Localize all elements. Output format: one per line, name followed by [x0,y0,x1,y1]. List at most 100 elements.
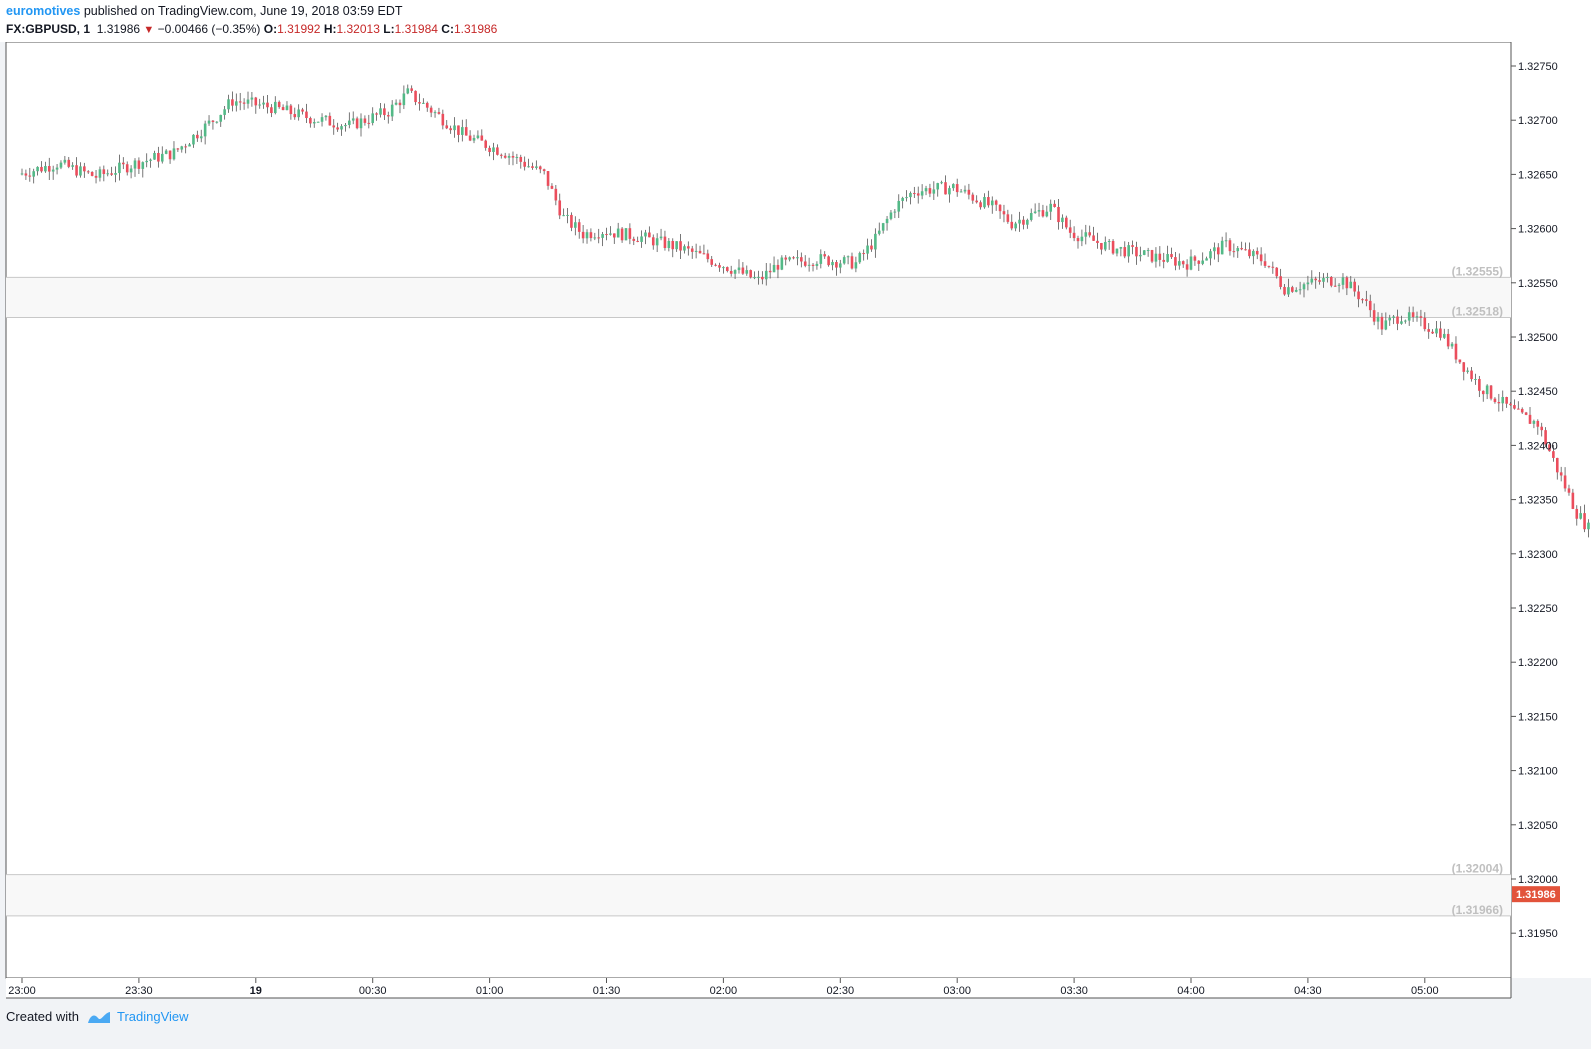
candle-up [1485,385,1489,395]
candle-down [437,112,441,114]
candle-down [955,184,959,193]
candle-up [390,104,394,117]
price-tick-label: 1.32700 [1518,115,1558,127]
candle-up [1306,282,1310,285]
candle-up [207,120,211,124]
zone-bottom-label: (1.32518) [1452,304,1503,318]
price-chart[interactable]: (1.32555) (1.32518) (1.32004) (1.31966) 1.3… [0,42,1591,1005]
time-tick-label: 02:30 [827,985,855,997]
candle-up [874,233,877,250]
candle-down [1559,472,1563,476]
candle-down [605,234,608,236]
candle-down [386,115,390,117]
candle-down [987,197,990,206]
candle-up [1435,328,1438,334]
candle-down [363,118,367,123]
candle-up [1532,420,1536,424]
candle-up [1587,522,1590,530]
high-value: 1.32013 [336,22,380,36]
candle-down [1174,257,1177,266]
candle-up [764,270,768,280]
time-tick-label: 23:00 [8,985,36,997]
candle-up [1154,253,1158,262]
candle-up [320,117,324,122]
price-axis[interactable] [1511,42,1591,978]
price-tick-label: 1.31950 [1518,928,1558,940]
candle-up [44,166,47,172]
candle-up [472,138,476,141]
candle-up [683,246,686,251]
plot-area[interactable] [5,42,1512,979]
candle-up [1127,245,1130,257]
candle-down [928,188,932,194]
candle-down [1135,246,1138,257]
candle-down [648,232,651,238]
price-tick-label: 1.32450 [1518,386,1558,398]
candle-up [753,277,756,279]
time-axis[interactable] [6,978,1511,998]
candle-down [1072,232,1076,239]
candle-down [94,175,98,178]
candle-down [1088,232,1091,236]
candle-down [1170,254,1173,258]
candle-down [1193,256,1197,261]
candle-down [398,102,402,106]
candle-down [1446,333,1450,347]
candle-up [846,256,850,258]
candle-up [1341,277,1345,285]
candle-down [1076,238,1080,242]
candle-up [920,191,924,196]
candle-down [1423,317,1427,330]
candle-up [258,104,261,106]
candle-up [1450,343,1454,347]
candle-up [1287,287,1290,295]
candle-up [145,160,148,163]
candle-up [461,127,464,135]
candle-down [281,107,285,111]
candle-up [114,173,117,175]
candle-down [464,127,468,136]
candle-up [963,189,967,192]
price-axis-labels: 1.32750 1.32700 1.32650 1.32600 1.32550 1.325… [1511,61,1558,940]
candle-up [780,257,784,270]
candle-down [242,102,246,104]
candle-down [651,237,655,246]
candle-down [687,246,690,249]
candle-up [71,165,74,167]
open-value: 1.31992 [277,22,321,36]
time-axis-labels: 23:00 23:30 19 00:30 01:00 01:30 02:00 02:30 03:… [8,978,1439,997]
candle-down [1185,264,1189,270]
candle-up [1139,254,1142,257]
candle-up [285,105,289,111]
candle-down [1291,287,1294,292]
candle-down [671,240,675,250]
candle-down [1513,405,1516,409]
zone-band [6,874,1511,916]
author-link[interactable]: euromotives [6,4,81,18]
candle-up [1298,289,1302,291]
candle-up [324,115,328,118]
candle-down [1462,362,1466,372]
time-tick-label: 01:00 [476,985,504,997]
candle-down [1524,412,1528,415]
candle-up [371,113,374,124]
price-tick-label: 1.32300 [1518,549,1558,561]
candle-down [1567,488,1571,493]
candle-down [1528,414,1532,424]
candle-down [792,257,795,259]
price-tick-label: 1.32350 [1518,495,1558,507]
candle-up [1384,320,1388,330]
candle-up [1107,240,1111,242]
candle-up [905,197,908,199]
candle-down [1419,316,1423,318]
candle-up [316,121,320,123]
candle-up [1322,278,1325,282]
candle-up [1115,248,1119,254]
last-price-tag: 1.31986 [1512,886,1560,903]
symbol-label[interactable]: FX:GBPUSD, 1 [6,22,91,36]
candle-down [632,238,636,241]
candle-down [620,228,624,241]
tradingview-link[interactable]: TradingView [87,1009,189,1024]
candle-down [944,182,947,195]
candle-down [835,262,838,268]
